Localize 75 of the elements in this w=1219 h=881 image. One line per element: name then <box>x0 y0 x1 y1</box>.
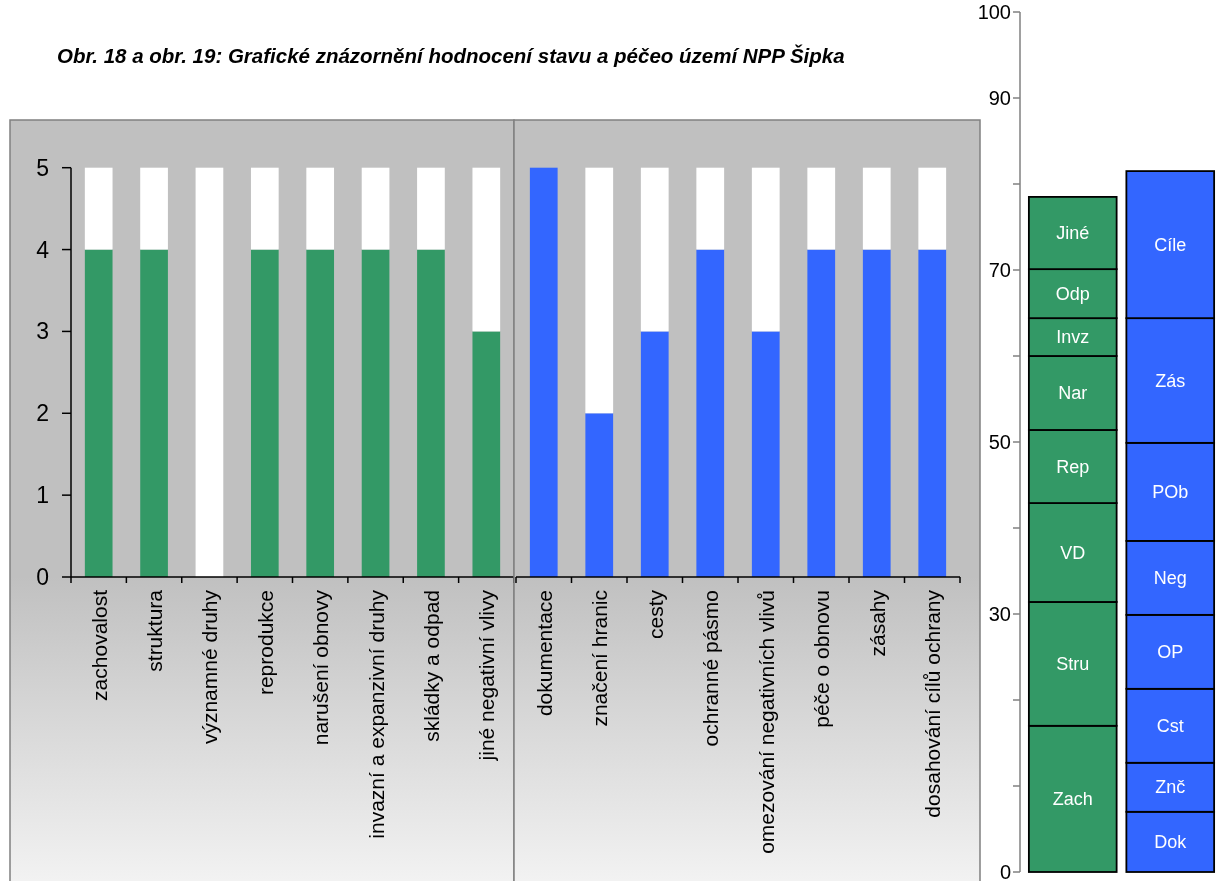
series-label: Cst <box>1156 715 1184 736</box>
series-label: Nar <box>1058 382 1088 403</box>
y-tick-label: 4 <box>36 236 50 263</box>
y-tick-label: 5 <box>36 154 49 181</box>
bar <box>250 167 279 250</box>
y-tick-label: 0 <box>36 564 49 590</box>
y-tick-label: 50 <box>988 431 1011 453</box>
bar <box>862 167 891 250</box>
x-tick-label: dokumentace <box>532 590 556 717</box>
y-tick-label: 2 <box>36 400 49 427</box>
series-label: VD <box>1060 542 1086 563</box>
y-tick-label: 1 <box>36 482 49 509</box>
bar <box>696 167 725 250</box>
bar <box>140 167 168 250</box>
bar <box>417 249 445 577</box>
y-tick-label: 3 <box>36 318 49 345</box>
bar <box>696 249 725 577</box>
bar <box>807 167 836 250</box>
series-label: Znč <box>1155 777 1186 798</box>
x-tick-label: značení hranic <box>587 590 611 727</box>
x-tick-label: narušení obnovy <box>308 589 332 746</box>
bar <box>84 167 113 250</box>
series-label: Rep <box>1056 456 1090 477</box>
x-tick-label: omezování negativních vlivů <box>754 590 778 854</box>
y-tick-label: 30 <box>988 603 1011 625</box>
x-tick-label: zachovalost <box>87 589 111 701</box>
bar <box>918 167 947 250</box>
series-label: Dok <box>1154 831 1188 852</box>
series-label: Cíle <box>1154 234 1187 255</box>
x-tick-label: zásahy <box>865 589 889 657</box>
bar <box>306 167 335 250</box>
x-tick-label: ochranné pásmo <box>698 590 722 747</box>
x-tick-label: invazní a expanzivní druhy <box>364 589 388 839</box>
x-tick-label: dosahování cílů ochrany <box>920 589 944 818</box>
bar <box>862 249 891 577</box>
y-tick-label: 90 <box>988 87 1011 109</box>
y-tick-label: 100 <box>977 1 1011 23</box>
bar <box>361 167 390 250</box>
chart-title: Obr. 18 a obr. 19: Grafické znázornění hodnocení stavu a péčeo území NPP Šipka <box>57 44 845 67</box>
bar <box>140 249 168 577</box>
series-label: Invz <box>1056 327 1090 348</box>
x-tick-label: reprodukce <box>253 590 277 696</box>
bar <box>640 167 669 332</box>
bar <box>807 249 836 577</box>
bar <box>918 249 947 577</box>
x-tick-label: významné druhy <box>197 589 221 745</box>
bar <box>472 331 501 577</box>
series-label: Jiné <box>1056 223 1090 244</box>
bar <box>640 331 669 577</box>
series-label: Neg <box>1153 567 1187 588</box>
series-label: Stru <box>1056 653 1090 674</box>
bar <box>751 167 780 332</box>
bar <box>84 249 113 577</box>
bar <box>417 167 445 250</box>
bar <box>472 167 501 332</box>
series-label: Odp <box>1055 283 1090 304</box>
bar <box>195 167 224 577</box>
y-tick-label: 0 <box>999 861 1011 881</box>
bar <box>585 413 614 577</box>
x-tick-label: skládky a odpad <box>419 590 443 742</box>
x-tick-label: péče o obnovu <box>809 590 833 728</box>
series-label: Zás <box>1155 370 1186 391</box>
x-tick-label: cesty <box>643 589 667 640</box>
x-tick-label: struktura <box>142 589 166 672</box>
series-label: POb <box>1152 481 1189 502</box>
bar <box>529 167 558 577</box>
bar <box>250 249 279 577</box>
x-tick-label: jiné negativní vlivy <box>474 589 498 762</box>
series-label: OP <box>1157 641 1184 662</box>
bar <box>585 167 614 414</box>
bar <box>361 249 390 577</box>
y-tick-label: 70 <box>988 259 1011 281</box>
series-label: Zach <box>1052 788 1093 809</box>
bar <box>751 331 780 577</box>
bar <box>306 249 335 577</box>
